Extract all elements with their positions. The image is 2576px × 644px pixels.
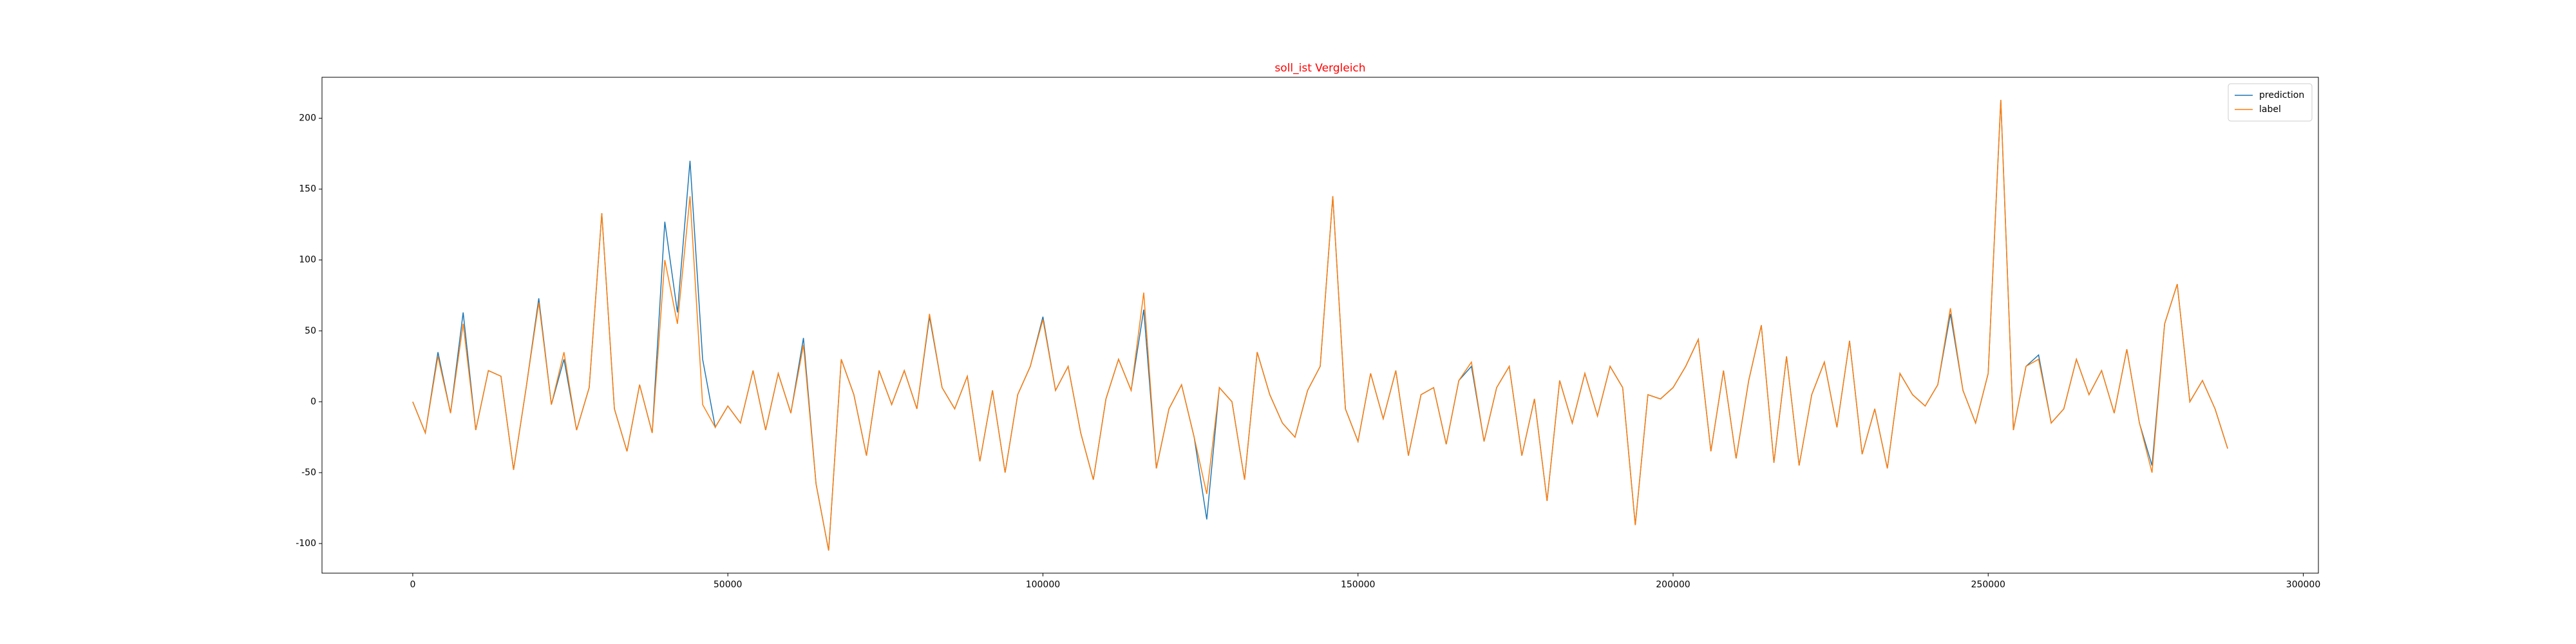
chart-title: soll_ist Vergleich bbox=[1274, 62, 1365, 75]
x-tick-label: 150000 bbox=[1341, 580, 1375, 590]
series-line bbox=[412, 99, 2228, 551]
y-tick-label: -100 bbox=[296, 538, 316, 549]
y-tick-label: 50 bbox=[305, 326, 316, 336]
x-tick-label: 100000 bbox=[1026, 580, 1060, 590]
y-tick-label: -50 bbox=[301, 468, 316, 478]
series-line bbox=[412, 99, 2228, 551]
y-tick-label: 150 bbox=[299, 184, 316, 194]
x-tick-label: 0 bbox=[410, 580, 415, 590]
legend-box bbox=[2228, 83, 2313, 122]
x-tick-label: 50000 bbox=[714, 580, 743, 590]
x-tick-label: 300000 bbox=[2286, 580, 2320, 590]
x-tick-label: 200000 bbox=[1656, 580, 1690, 590]
y-tick-label: 100 bbox=[299, 255, 316, 265]
x-tick-label: 250000 bbox=[1971, 580, 2005, 590]
y-tick-label: 200 bbox=[299, 113, 316, 124]
legend-label: prediction bbox=[2259, 90, 2304, 100]
y-tick-label: 0 bbox=[310, 397, 316, 407]
plot-frame bbox=[321, 77, 2319, 574]
legend-label: label bbox=[2259, 104, 2281, 115]
